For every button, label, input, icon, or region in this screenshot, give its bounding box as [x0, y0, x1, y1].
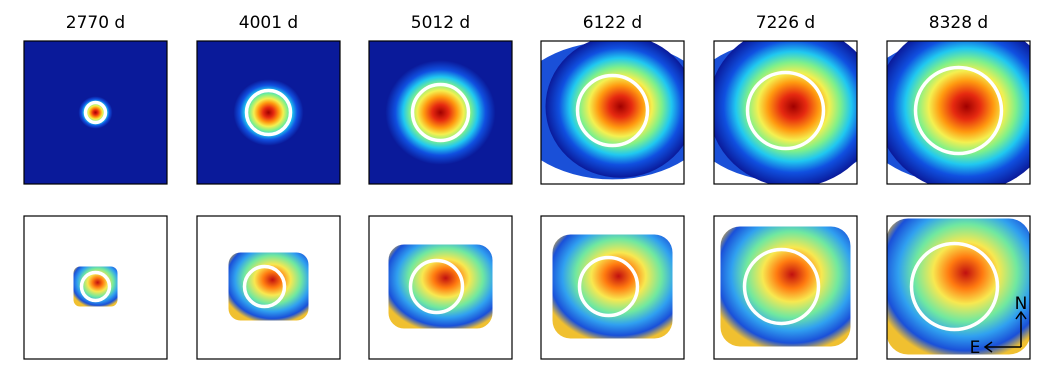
- top-map: [24, 41, 167, 184]
- ring: [577, 255, 640, 318]
- top-map: [714, 41, 857, 184]
- ring: [242, 264, 287, 309]
- ring: [909, 241, 1000, 332]
- ring: [83, 100, 108, 125]
- frame: [23, 40, 168, 185]
- compass-east: E: [970, 338, 981, 358]
- top-map: [541, 41, 684, 184]
- panels: 2770 d 4001 d 5012 d 6122 d 7226 d 8328 d: [23, 13, 1031, 360]
- frame: [368, 215, 513, 360]
- ring: [575, 73, 650, 148]
- panel-title: 7226 d: [756, 13, 815, 33]
- map-body: [388, 244, 493, 329]
- ring: [745, 70, 826, 151]
- compass: [983, 310, 1027, 353]
- ring: [913, 65, 1004, 156]
- frame: [196, 40, 341, 185]
- panel-title: 4001 d: [239, 13, 298, 33]
- compass-north: N: [1015, 294, 1028, 314]
- ring: [79, 270, 112, 303]
- top-map: [197, 41, 340, 184]
- east-arrow-head: [983, 341, 993, 353]
- frame: [23, 215, 168, 360]
- ring: [742, 247, 821, 326]
- top-map: [369, 41, 512, 184]
- top-map: [887, 41, 1030, 184]
- map-blob: [385, 60, 496, 165]
- panel-title: 2770 d: [66, 13, 125, 33]
- frame: [886, 215, 1031, 360]
- panel-title: 6122 d: [583, 13, 642, 33]
- north-arrow-head: [1015, 310, 1027, 320]
- map-body: [228, 252, 309, 321]
- panel-title: 5012 d: [411, 13, 470, 33]
- map-body: [886, 218, 1031, 355]
- map-blob: [545, 41, 684, 178]
- frame: [368, 40, 513, 185]
- frame: [540, 40, 685, 185]
- ring: [244, 88, 293, 137]
- map-body: [720, 226, 851, 347]
- ring: [410, 82, 471, 143]
- frame: [713, 215, 858, 360]
- frame: [540, 215, 685, 360]
- map-body: [552, 234, 673, 339]
- ring: [408, 258, 465, 315]
- panel-title: 8328 d: [929, 13, 988, 33]
- map-blob: [887, 41, 1030, 184]
- frame: [196, 215, 341, 360]
- frame: [713, 40, 858, 185]
- frame: [886, 40, 1031, 185]
- map-blob: [233, 79, 304, 146]
- map-blob: [714, 41, 857, 184]
